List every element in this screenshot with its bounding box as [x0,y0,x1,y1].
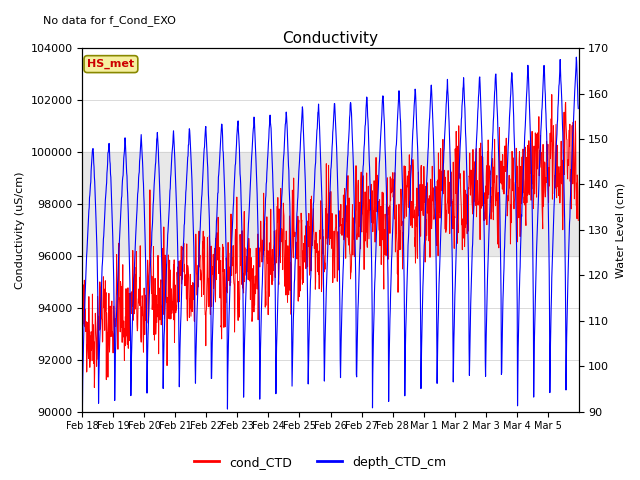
Text: HS_met: HS_met [88,59,134,69]
Y-axis label: Water Level (cm): Water Level (cm) [615,182,625,277]
Y-axis label: Conductivity (uS/cm): Conductivity (uS/cm) [15,171,25,288]
Title: Conductivity: Conductivity [282,31,378,46]
Bar [83,152,579,256]
Legend: cond_CTD, depth_CTD_cm: cond_CTD, depth_CTD_cm [189,451,451,474]
Text: No data for f_Cond_EXO: No data for f_Cond_EXO [43,15,175,26]
